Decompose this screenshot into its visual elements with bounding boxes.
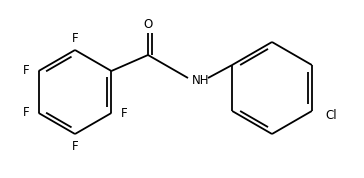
Text: F: F — [121, 106, 128, 119]
Text: F: F — [72, 32, 78, 44]
Text: O: O — [143, 19, 153, 32]
Text: F: F — [23, 106, 30, 119]
Text: NH: NH — [192, 75, 210, 88]
Text: Cl: Cl — [326, 109, 337, 122]
Text: F: F — [23, 64, 30, 77]
Text: F: F — [72, 140, 78, 153]
